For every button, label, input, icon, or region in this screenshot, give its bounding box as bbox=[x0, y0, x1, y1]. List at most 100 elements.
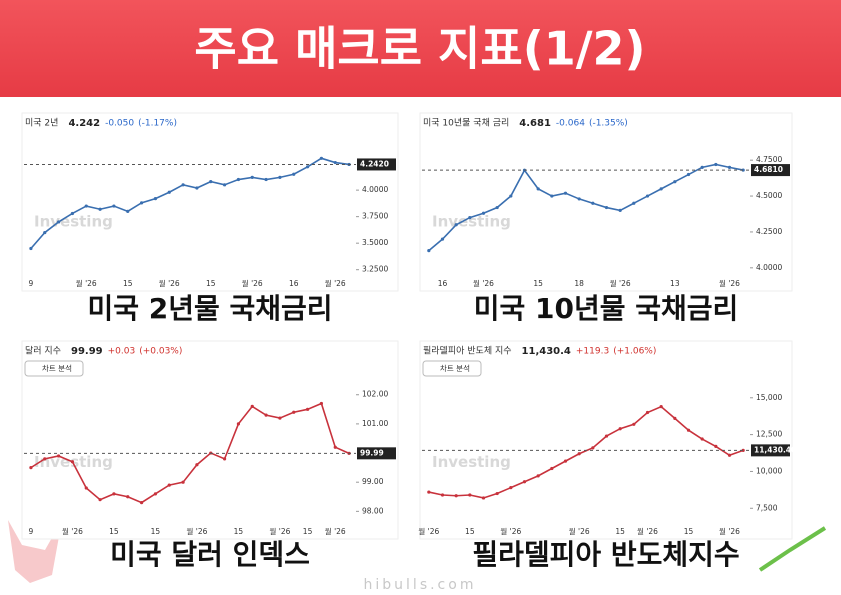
x-tick-label: 15 bbox=[123, 279, 133, 288]
price-point bbox=[139, 201, 144, 205]
price-point bbox=[167, 483, 171, 487]
price-point bbox=[292, 172, 296, 176]
price-point bbox=[563, 191, 568, 195]
price-point bbox=[195, 186, 199, 190]
price-point bbox=[481, 496, 486, 500]
price-point bbox=[604, 434, 609, 438]
x-tick-label: 월 '26 bbox=[325, 526, 346, 536]
y-tick-label: 3.2500 bbox=[362, 265, 388, 274]
site: hibulls.com bbox=[364, 577, 477, 593]
price-point bbox=[236, 177, 241, 182]
header-price: 11,430.4 bbox=[522, 346, 571, 357]
x-tick-label: 18 bbox=[574, 279, 584, 288]
price-point bbox=[563, 459, 568, 463]
price-point bbox=[632, 201, 636, 205]
header-change: +0.03 bbox=[108, 347, 136, 357]
ai-button[interactable] bbox=[422, 360, 482, 377]
price-point bbox=[673, 180, 677, 184]
y-tick-label: 15,000 bbox=[756, 393, 782, 402]
price-point bbox=[632, 422, 636, 426]
panel bbox=[21, 112, 399, 292]
price-point bbox=[659, 405, 663, 409]
price-point bbox=[70, 460, 75, 464]
price-point bbox=[645, 194, 650, 198]
header-name: 미국 2년 bbox=[25, 118, 58, 129]
price-point bbox=[495, 491, 499, 496]
price-point bbox=[209, 180, 213, 184]
watermark: Investing bbox=[432, 213, 511, 231]
price-point bbox=[700, 437, 704, 441]
watermark: Investing bbox=[432, 453, 511, 471]
price-point bbox=[292, 410, 296, 414]
price-point bbox=[481, 211, 486, 215]
x-tick-label: 월 '26 bbox=[269, 526, 290, 536]
price-point bbox=[236, 422, 241, 426]
price-point bbox=[84, 204, 88, 208]
x-tick-label: 월 '26 bbox=[569, 526, 590, 536]
x-tick-label: 월 '26 bbox=[242, 278, 263, 288]
x-tick-label: 9 bbox=[29, 279, 34, 288]
x-tick-label: 9 bbox=[29, 527, 34, 536]
price-point bbox=[440, 237, 445, 241]
price-point bbox=[686, 428, 691, 432]
price-point bbox=[591, 446, 595, 450]
price-point bbox=[70, 211, 75, 216]
x-tick-label: 월 '26 bbox=[719, 278, 740, 288]
last-price-box bbox=[357, 447, 396, 460]
header-price: 99.99 bbox=[71, 346, 103, 357]
price-line bbox=[30, 157, 350, 250]
price-point bbox=[604, 205, 609, 210]
header-change: -0.064 bbox=[556, 119, 585, 129]
price-point bbox=[222, 183, 227, 187]
x-tick-label: 월 '26 bbox=[186, 526, 207, 536]
page-title: 주요 매크로 지표(1/2) bbox=[194, 22, 645, 76]
price-point bbox=[659, 187, 663, 191]
price-point bbox=[536, 474, 540, 478]
x-tick-label: 15 bbox=[615, 527, 625, 536]
ai-button-label: 차트 분석 bbox=[42, 363, 72, 373]
header-price: 4.242 bbox=[68, 118, 100, 129]
price-point bbox=[714, 162, 718, 167]
price-point bbox=[741, 448, 745, 452]
y-tick-label: 7,500 bbox=[756, 503, 778, 512]
banner bbox=[0, 0, 841, 97]
price-point bbox=[43, 230, 47, 235]
price-point bbox=[333, 445, 337, 449]
x-tick-label: 월 '26 bbox=[418, 526, 439, 536]
price-point bbox=[468, 493, 472, 497]
panel bbox=[21, 340, 399, 540]
price-point bbox=[195, 463, 199, 467]
price-point bbox=[305, 407, 310, 411]
x-tick-label: 월 '26 bbox=[719, 526, 740, 536]
price-point bbox=[454, 223, 458, 227]
price-point bbox=[468, 215, 472, 220]
price-point bbox=[333, 160, 337, 165]
last-price-box bbox=[357, 158, 396, 171]
price-point bbox=[727, 165, 732, 169]
price-point bbox=[577, 452, 581, 456]
ai-button[interactable] bbox=[24, 360, 84, 377]
price-point bbox=[550, 466, 554, 471]
price-point bbox=[741, 168, 745, 172]
y-tick-label: 4.0000 bbox=[756, 263, 782, 272]
price-point bbox=[126, 495, 130, 499]
price-point bbox=[167, 190, 171, 194]
last-price-box bbox=[751, 164, 790, 177]
price-point bbox=[112, 204, 116, 208]
price-point bbox=[618, 208, 622, 213]
y-tick-label: 12,500 bbox=[756, 430, 782, 439]
watermark: Investing bbox=[34, 213, 113, 231]
header-change: -0.050 bbox=[105, 119, 134, 129]
x-tick-label: 월 '26 bbox=[637, 526, 658, 536]
x-tick-label: 월 '26 bbox=[62, 526, 83, 536]
price-point bbox=[84, 486, 88, 490]
x-tick-label: 월 '26 bbox=[500, 526, 521, 536]
y-tick-label: 99.00 bbox=[362, 477, 384, 486]
y-tick-label: 98.00 bbox=[362, 506, 384, 515]
price-point bbox=[645, 410, 650, 415]
price-point bbox=[98, 207, 102, 211]
x-tick-label: 15 bbox=[206, 279, 216, 288]
x-tick-label: 월 '26 bbox=[159, 278, 180, 288]
y-tick-label: 10,000 bbox=[756, 466, 782, 475]
